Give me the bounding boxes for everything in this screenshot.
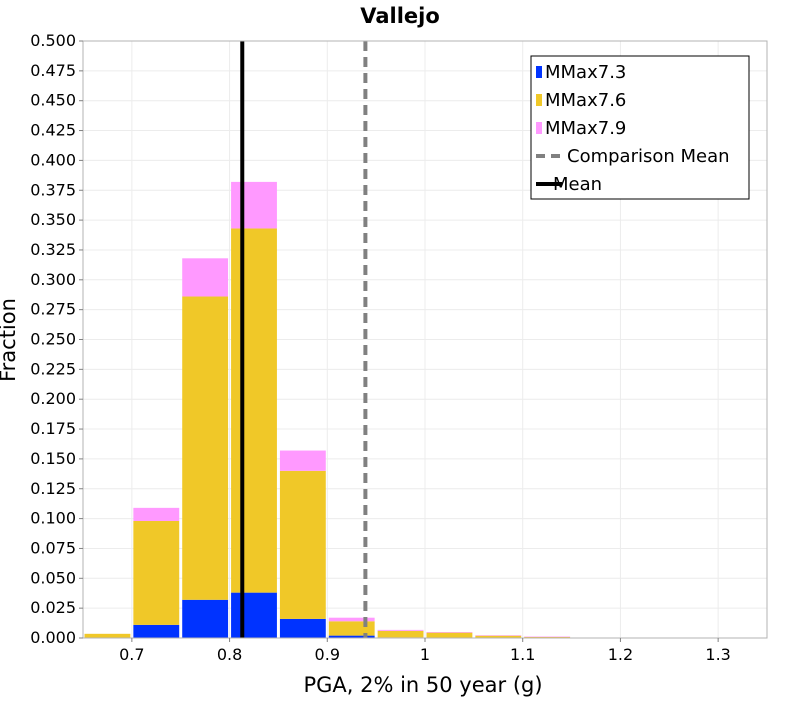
- legend-label: Mean: [553, 174, 602, 195]
- y-tick-label: 0.200: [30, 389, 76, 408]
- y-tick-label: 0.325: [30, 240, 76, 259]
- bar-mmax7-9: [524, 636, 571, 638]
- x-axis: 0.7 0.8 0.9 1 1.1 1.2 1.3: [119, 638, 731, 664]
- bar-mmax7-6: [231, 228, 277, 593]
- legend-label: Comparison Mean: [567, 146, 730, 167]
- bar-mmax7-6: [475, 635, 522, 638]
- y-tick-label: 0.400: [30, 150, 76, 169]
- bar-mmax7-6: [84, 633, 131, 638]
- y-tick-label: 0.350: [30, 210, 76, 229]
- bar-mmax7-3: [133, 624, 180, 638]
- y-tick-label: 0.300: [30, 270, 76, 289]
- bars: [84, 181, 571, 639]
- x-tick-label: 0.7: [119, 645, 144, 664]
- x-tick-label: 1.1: [510, 645, 535, 664]
- bar-mmax7-9: [133, 507, 180, 521]
- bar-mmax7-6: [328, 621, 375, 636]
- y-tick-label: 0.000: [30, 628, 76, 647]
- legend-swatch: [536, 122, 542, 134]
- bar-mmax7-6: [182, 296, 229, 600]
- bar-mmax7-9: [377, 629, 424, 631]
- x-axis-label: PGA, 2% in 50 year (g): [303, 673, 542, 697]
- y-tick-label: 0.275: [30, 300, 76, 319]
- bar-mmax7-6: [524, 636, 571, 638]
- legend-label: MMax7.3: [545, 62, 626, 83]
- y-tick-label: 0.225: [30, 359, 76, 378]
- y-tick-label: 0.425: [30, 121, 76, 140]
- x-tick-label: 1.3: [705, 645, 730, 664]
- y-axis: 0.000 0.025 0.050 0.075 0.100 0.125 0.150 0.175…: [30, 31, 83, 647]
- y-tick-label: 0.250: [30, 330, 76, 349]
- bar-mmax7-9: [231, 181, 277, 229]
- y-tick-label: 0.050: [30, 568, 76, 587]
- x-tick-label: 0.9: [315, 645, 340, 664]
- y-tick-label: 0.475: [30, 61, 76, 80]
- legend-label: MMax7.9: [545, 118, 626, 139]
- bar-mmax7-3: [231, 592, 277, 638]
- bar-mmax7-9: [475, 635, 522, 636]
- bar-mmax7-3: [328, 635, 375, 638]
- legend-swatch: [536, 94, 542, 106]
- bar-mmax7-9: [328, 617, 375, 622]
- y-tick-label: 0.450: [30, 91, 76, 110]
- y-axis-label: Fraction: [0, 298, 20, 382]
- reference-lines: [240, 41, 368, 638]
- legend-swatch: [536, 66, 542, 78]
- x-tick-label: 1: [420, 645, 430, 664]
- bar-mmax7-9: [182, 258, 229, 297]
- chart-title: Vallejo: [360, 4, 440, 28]
- bar-mmax7-9: [279, 450, 326, 471]
- bar-mmax7-6: [426, 632, 473, 638]
- y-tick-label: 0.075: [30, 538, 76, 557]
- bar-mmax7-6: [279, 470, 326, 619]
- y-tick-label: 0.025: [30, 598, 76, 617]
- x-tick-label: 1.2: [608, 645, 633, 664]
- y-tick-label: 0.175: [30, 419, 76, 438]
- y-tick-label: 0.150: [30, 449, 76, 468]
- bar-mmax7-6: [133, 520, 180, 625]
- bar-mmax7-3: [182, 599, 229, 638]
- bar-mmax7-6: [377, 630, 424, 638]
- legend-box: [530, 55, 750, 200]
- legend: MMax7.3 MMax7.6 MMax7.9 Comparison Mean Mean: [530, 55, 750, 200]
- y-tick-label: 0.500: [30, 31, 76, 50]
- legend-label: MMax7.6: [545, 90, 626, 111]
- y-tick-label: 0.125: [30, 479, 76, 498]
- x-tick-label: 0.8: [217, 645, 242, 664]
- bar-mmax7-3: [279, 618, 326, 638]
- y-tick-label: 0.375: [30, 180, 76, 199]
- bar-mmax7-9: [426, 632, 473, 633]
- y-tick-label: 0.100: [30, 509, 76, 528]
